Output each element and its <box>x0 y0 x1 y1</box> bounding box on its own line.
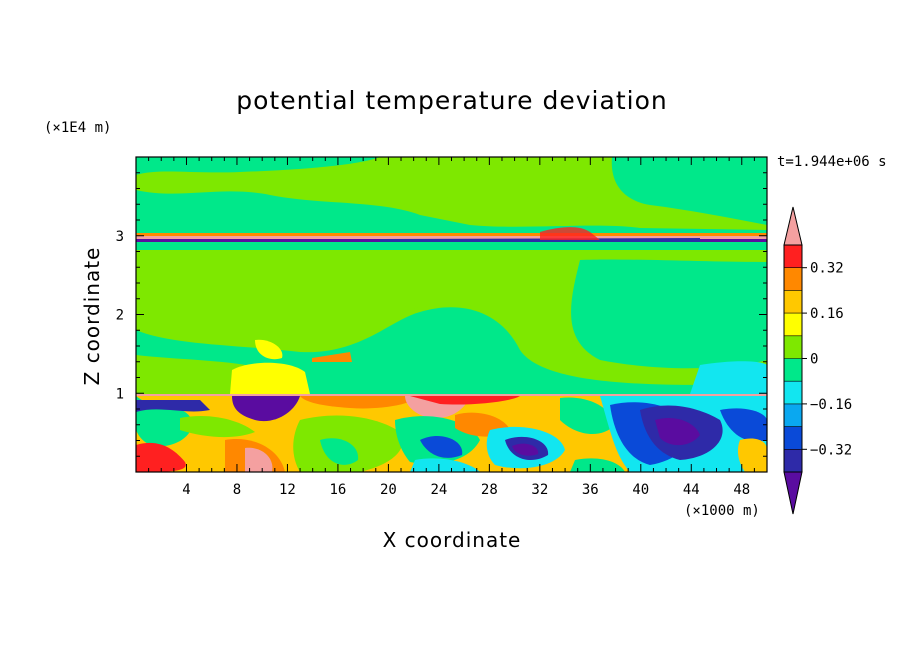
colorbar-segment <box>784 335 802 359</box>
lower-eddy <box>737 438 767 472</box>
lower-eddy <box>300 396 420 409</box>
shear-band <box>136 233 767 236</box>
middle-positive-patch <box>312 352 352 362</box>
x-tick-label: 36 <box>582 482 599 498</box>
middle-positive-patch <box>230 362 310 394</box>
lower-eddy <box>320 438 359 465</box>
middle-negative-patch <box>136 355 260 394</box>
y-tick-label: 2 <box>116 308 124 324</box>
colorbar-segment <box>784 267 802 291</box>
colorbar-segment <box>784 290 802 314</box>
colorbar-over-arrow <box>783 206 803 246</box>
colorbar-segment <box>784 449 802 472</box>
y-axis: 1 2 3 <box>116 172 767 457</box>
shear-band <box>540 227 600 240</box>
upper-negative-patch <box>136 157 380 175</box>
lower-eddy <box>570 458 625 472</box>
middle-positive-patch <box>255 339 283 360</box>
x-axis-unit: (×1000 m) <box>684 503 760 519</box>
colorbar-segment <box>784 426 802 450</box>
x-axis: 4 8 12 16 20 24 28 32 36 40 44 48 <box>148 157 755 498</box>
lower-eddy <box>420 435 463 458</box>
shear-band <box>380 238 700 243</box>
lower-eddy <box>655 417 700 446</box>
contour-field <box>136 157 767 472</box>
x-tick-label: 24 <box>430 482 447 498</box>
lower-eddy <box>410 396 520 405</box>
upper-negative-patch <box>611 157 767 225</box>
chart-title: potential temperature deviation <box>236 86 668 115</box>
x-axis-label: X coordinate <box>382 528 522 552</box>
colorbar-tick-label: 0.16 <box>810 306 844 322</box>
x-tick-label: 4 <box>182 482 190 498</box>
x-tick-label: 28 <box>481 482 498 498</box>
x-tick-label: 44 <box>683 482 700 498</box>
middle-negative-patch <box>136 244 767 394</box>
lower-eddy <box>136 400 210 412</box>
colorbar-under-arrow <box>783 471 803 515</box>
x-tick-label: 32 <box>531 482 548 498</box>
lower-eddy <box>180 415 255 438</box>
y-tick-label: 1 <box>116 386 124 402</box>
y-tick-label: 3 <box>116 229 124 245</box>
lower-eddy <box>136 442 186 472</box>
y-axis-unit: (×1E4 m) <box>44 120 112 136</box>
colorbar-tick-label: −0.32 <box>810 442 852 458</box>
colorbar-tick-label: 0 <box>810 352 818 368</box>
x-tick-label: 16 <box>329 482 346 498</box>
shear-band <box>136 242 767 244</box>
colorbar-tick-label: 0.32 <box>810 261 844 277</box>
x-tick-label: 12 <box>279 482 296 498</box>
shear-band <box>136 236 767 239</box>
lower-eddy <box>410 458 480 472</box>
lower-eddy <box>232 396 300 422</box>
upper-negative-patch <box>136 190 767 237</box>
middle-negative-patch <box>690 361 767 394</box>
lower-eddy <box>560 397 615 435</box>
colorbar-segment <box>784 403 802 427</box>
lower-layer-stripe <box>136 394 767 396</box>
middle-positive-patch <box>136 250 600 348</box>
x-tick-label: 40 <box>632 482 649 498</box>
lower-eddy <box>245 447 273 472</box>
time-label: t=1.944e+06 s <box>777 154 887 170</box>
x-tick-label: 48 <box>733 482 750 498</box>
lower-eddy <box>512 443 539 456</box>
colorbar-segment <box>784 313 802 336</box>
x-tick-label: 8 <box>233 482 241 498</box>
colorbar-segment <box>784 381 802 404</box>
upper-negative-patch <box>380 157 603 212</box>
colorbar-tick-label: −0.16 <box>810 397 852 413</box>
colorbar-segment <box>784 358 802 382</box>
middle-negative-patch <box>571 259 767 369</box>
x-tick-label: 20 <box>380 482 397 498</box>
colorbar-segment <box>784 245 802 268</box>
lower-eddy <box>720 408 767 442</box>
colorbar: 0.32 0.16 0 −0.16 −0.32 <box>783 206 852 515</box>
